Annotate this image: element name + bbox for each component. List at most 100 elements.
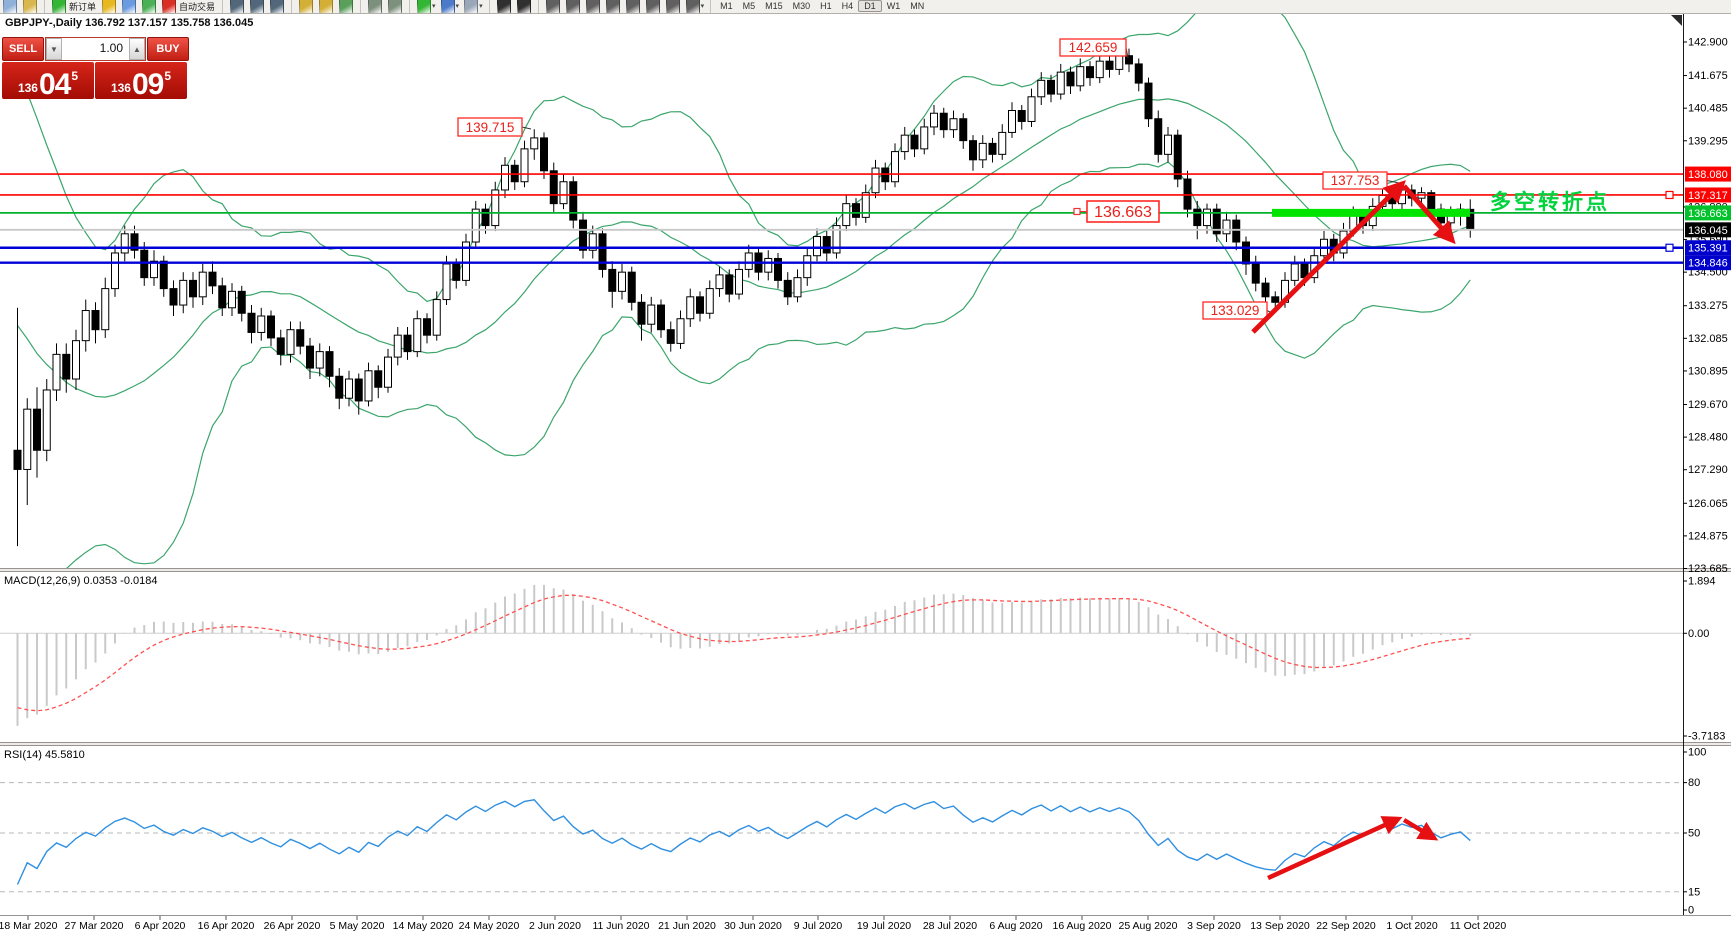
shapes-icon[interactable] — [685, 0, 700, 13]
timeframe-W1[interactable]: W1 — [886, 1, 901, 11]
sell-price-prefix: 136 — [17, 81, 38, 95]
new-order-icon[interactable] — [52, 0, 66, 13]
timeframe-MN[interactable]: MN — [910, 1, 925, 11]
price-badge: 134.846 — [1688, 258, 1728, 270]
text-icon[interactable] — [645, 0, 660, 13]
volume-increase-button[interactable]: ▲ — [129, 38, 145, 60]
bar-chart-icon[interactable] — [230, 0, 245, 13]
rsi-trend-arrow[interactable] — [1402, 818, 1439, 841]
rsi-trend-arrow[interactable] — [1267, 816, 1403, 881]
time-axis-label: 22 Sep 2020 — [1316, 920, 1376, 932]
timeframe-H4[interactable]: H4 — [841, 1, 854, 11]
price-badge: 136.663 — [1688, 208, 1728, 220]
price-label-box[interactable] — [457, 117, 523, 137]
rsi-axis-tick: 15 — [1688, 886, 1700, 898]
candlestick-chart-icon[interactable] — [250, 0, 265, 13]
periods-icon-dropdown[interactable]: ▾ — [455, 3, 460, 10]
rsi-panel[interactable] — [0, 782, 1683, 893]
shapes-icon-dropdown[interactable]: ▾ — [700, 3, 705, 10]
vertical-line-icon[interactable] — [545, 0, 560, 13]
tile-windows-icon[interactable] — [339, 0, 354, 13]
timeframe-M1[interactable]: M1 — [720, 1, 733, 11]
buy-price[interactable]: 136 09 5 — [95, 62, 187, 100]
fibonacci-icon[interactable] — [625, 0, 640, 13]
time-axis-label: 30 Jun 2020 — [724, 920, 782, 932]
macd-axis-tick: 1.894 — [1688, 575, 1716, 587]
templates-icon-dropdown[interactable]: ▾ — [479, 3, 483, 10]
time-axis-label: 14 May 2020 — [393, 920, 454, 932]
indicators-icon-dropdown[interactable]: ▾ — [432, 3, 436, 10]
price-badge: 137.317 — [1688, 190, 1728, 202]
time-axis-label: 26 Apr 2020 — [264, 920, 321, 932]
price-label-text: 139.715 — [466, 120, 515, 135]
sell-price[interactable]: 136 04 5 — [2, 62, 94, 102]
trendline-icon[interactable] — [585, 0, 600, 13]
volume-spinner[interactable]: ▼ 1.00 ▲ — [45, 37, 146, 61]
templates-icon[interactable] — [464, 0, 479, 13]
zoom-in-icon[interactable] — [299, 0, 314, 13]
price-axis-tick: 141.675 — [1688, 70, 1728, 82]
time-axis-label: 16 Aug 2020 — [1053, 920, 1112, 932]
timeframe-M15[interactable]: M15 — [765, 1, 783, 11]
main-chart-panel[interactable]: 142.659 139.715 137.753 136.663 133.029 多空转折点 — [0, 0, 1683, 589]
line-chart-icon[interactable] — [270, 0, 285, 13]
trend-arrow[interactable] — [1402, 184, 1456, 245]
channel-icon[interactable] — [605, 0, 620, 13]
timeframe-M5[interactable]: M5 — [742, 1, 756, 11]
price-label-box[interactable] — [1202, 301, 1268, 320]
chart-shift-icon[interactable] — [388, 0, 403, 13]
trend-arrow[interactable] — [1251, 180, 1406, 334]
new-chart-icon[interactable] — [3, 0, 17, 13]
macd-panel[interactable] — [0, 584, 1683, 726]
autotrading-icon[interactable] — [162, 0, 177, 13]
toolbar-separator — [537, 0, 539, 13]
sell-button[interactable]: SELL — [2, 37, 44, 61]
price-axis-tick: 128.480 — [1688, 432, 1728, 444]
chinese-note-text[interactable]: 多空转折点 — [1490, 190, 1610, 214]
community-icon[interactable] — [122, 0, 137, 13]
gold-icon[interactable] — [102, 0, 117, 13]
time-axis-label: 1 Oct 2020 — [1386, 920, 1438, 932]
timeframe-H1[interactable]: H1 — [820, 1, 832, 11]
zoom-out-icon[interactable] — [319, 0, 334, 13]
auto-scroll-icon[interactable] — [368, 0, 383, 13]
timeframe-M30[interactable]: M30 — [792, 1, 811, 11]
new-order-icon-label[interactable]: 新订单 — [69, 2, 97, 12]
toolbar-separator — [44, 0, 45, 13]
time-axis-label: 16 Apr 2020 — [198, 920, 255, 932]
price-badge: 136.045 — [1688, 225, 1728, 237]
volume-value[interactable]: 1.00 — [99, 41, 123, 55]
timeframe-D1[interactable]: D1 — [858, 0, 882, 12]
periods-icon[interactable] — [440, 0, 455, 13]
buy-price-prefix: 136 — [110, 81, 131, 95]
rsi-line — [16, 799, 1471, 885]
annotations-layer[interactable]: 142.659 139.715 137.753 136.663 133.029 多空转折点 — [457, 38, 1610, 334]
toolbar-separator — [488, 0, 490, 13]
buy-price-pip: 5 — [164, 69, 172, 83]
autotrading-icon-label[interactable]: 自动交易 — [179, 2, 216, 12]
volume-decrease-button[interactable]: ▼ — [46, 38, 62, 60]
time-axis-label: 13 Sep 2020 — [1250, 920, 1310, 932]
axes-layer[interactable]: 142.900141.675140.485139.295136.880135.6… — [0, 14, 1731, 932]
horizontal-line-icon[interactable] — [565, 0, 580, 13]
price-badge: 138.080 — [1688, 169, 1728, 181]
macd-axis-tick: 0.00 — [1688, 628, 1709, 640]
price-label-box[interactable] — [1086, 200, 1160, 223]
macd-label: MACD(12,26,9) 0.0353 -0.0184 — [4, 575, 157, 587]
price-label-text: 137.753 — [1331, 173, 1380, 188]
buy-button[interactable]: BUY — [147, 37, 189, 61]
time-axis-label: 11 Oct 2020 — [1450, 920, 1507, 932]
time-axis-label: 28 Jul 2020 — [923, 920, 977, 932]
cursor-icon[interactable] — [496, 0, 511, 13]
signals-icon[interactable] — [142, 0, 157, 13]
time-axis-label: 27 Mar 2020 — [65, 920, 124, 932]
time-axis-label: 21 Jun 2020 — [658, 920, 716, 932]
market-watch-icon[interactable] — [23, 0, 37, 13]
macd-signal-line — [17, 594, 1471, 712]
sell-price-main: 04 — [38, 68, 71, 102]
rsi-axis-tick: 80 — [1688, 777, 1700, 789]
indicators-icon[interactable] — [417, 0, 432, 13]
crosshair-icon[interactable] — [516, 0, 531, 13]
label-icon[interactable] — [665, 0, 680, 13]
price-label-box[interactable] — [1059, 38, 1127, 57]
